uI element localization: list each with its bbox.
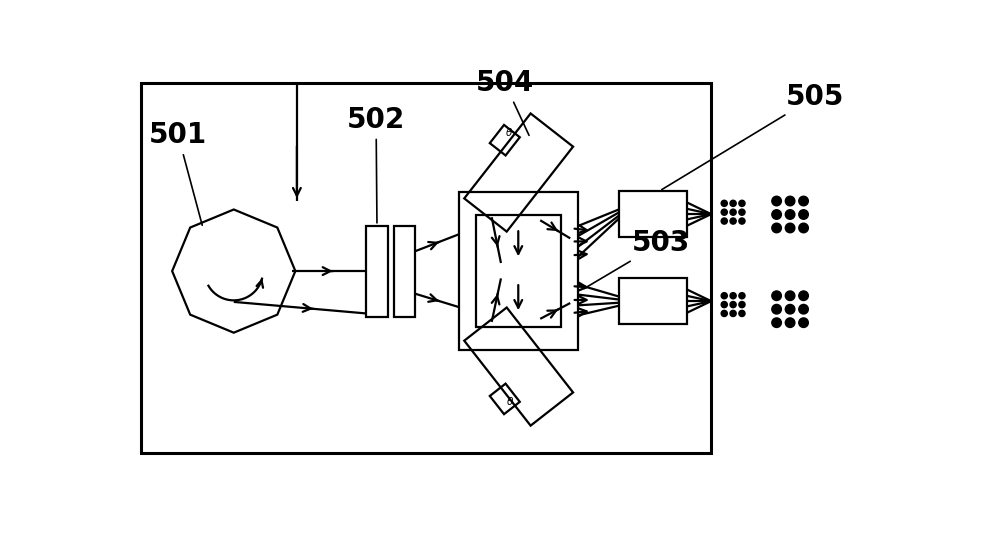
Circle shape: [799, 304, 808, 314]
Circle shape: [785, 223, 795, 233]
Circle shape: [739, 218, 745, 224]
Text: 502: 502: [347, 106, 405, 223]
Circle shape: [772, 291, 781, 301]
Circle shape: [739, 200, 745, 206]
Bar: [476, 215, 561, 327]
Text: $\theta$: $\theta$: [505, 126, 513, 139]
Circle shape: [772, 223, 781, 233]
Circle shape: [721, 200, 727, 206]
Circle shape: [785, 304, 795, 314]
Text: 504: 504: [476, 69, 534, 135]
Text: 503: 503: [584, 229, 690, 288]
Circle shape: [730, 302, 736, 308]
Circle shape: [785, 196, 795, 206]
Circle shape: [739, 293, 745, 299]
Circle shape: [785, 291, 795, 301]
Circle shape: [721, 209, 727, 215]
Circle shape: [799, 209, 808, 219]
Circle shape: [721, 293, 727, 299]
Circle shape: [730, 209, 736, 215]
Circle shape: [772, 304, 781, 314]
Circle shape: [721, 218, 727, 224]
Bar: [366, 225, 388, 317]
Bar: [394, 225, 415, 317]
Circle shape: [730, 200, 736, 206]
Text: 505: 505: [662, 83, 844, 190]
Bar: [619, 191, 687, 237]
Circle shape: [785, 318, 795, 327]
Circle shape: [739, 302, 745, 308]
Bar: [141, 83, 711, 453]
Circle shape: [772, 209, 781, 219]
Circle shape: [799, 196, 808, 206]
Circle shape: [772, 318, 781, 327]
Circle shape: [799, 318, 808, 327]
Circle shape: [785, 209, 795, 219]
Circle shape: [730, 293, 736, 299]
Circle shape: [799, 223, 808, 233]
Circle shape: [739, 310, 745, 317]
Circle shape: [739, 209, 745, 215]
Text: 501: 501: [149, 122, 207, 225]
Circle shape: [730, 310, 736, 317]
Bar: [459, 192, 578, 350]
Circle shape: [721, 302, 727, 308]
Bar: [619, 278, 687, 324]
Circle shape: [772, 196, 781, 206]
Circle shape: [799, 291, 808, 301]
Circle shape: [730, 218, 736, 224]
Text: $\theta$: $\theta$: [506, 395, 514, 407]
Circle shape: [721, 310, 727, 317]
